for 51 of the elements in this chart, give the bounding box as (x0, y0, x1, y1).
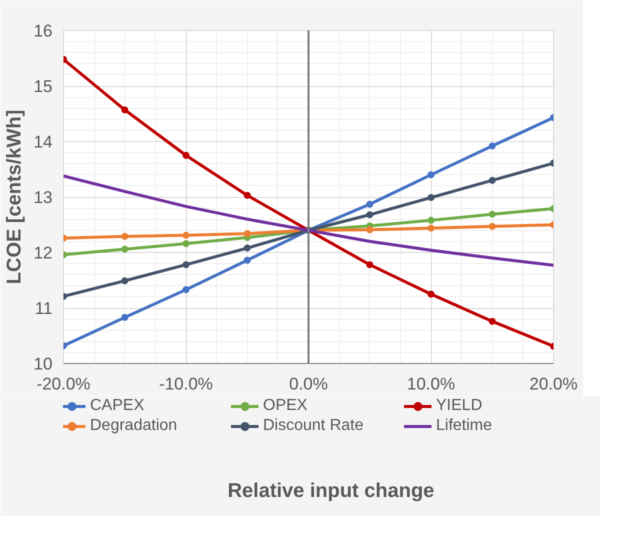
line-series (64, 221, 554, 242)
line-series (64, 160, 554, 300)
point (428, 171, 434, 178)
y-tick-label: 13 (34, 188, 53, 207)
x-tick-label: 20.0% (529, 374, 578, 394)
point (182, 232, 190, 239)
point (244, 192, 251, 199)
x-tick-label: -10.0% (159, 374, 213, 394)
legend-label: YIELD (436, 397, 484, 415)
y-tick-label: 10 (34, 354, 53, 374)
point (244, 244, 251, 252)
y-tick-label: 11 (34, 299, 53, 318)
point (428, 290, 434, 298)
point (488, 210, 496, 218)
point (121, 232, 128, 240)
point (121, 314, 128, 321)
point (488, 222, 496, 230)
point (182, 152, 190, 159)
legend-label: Discount Rate (263, 417, 364, 435)
point (182, 240, 190, 248)
legend-label: OPEX (263, 397, 308, 415)
y-axis-title: LCOE [cents/kWh] (4, 110, 26, 284)
x-tick-label: 0.0% (289, 374, 328, 394)
point (121, 277, 128, 284)
point (182, 261, 190, 268)
y-tick-label: 14 (34, 132, 53, 152)
point (121, 106, 128, 114)
point (121, 246, 128, 253)
legend-label: Degradation (90, 417, 178, 435)
point (428, 216, 434, 224)
point (488, 176, 496, 184)
legend-label: Lifetime (436, 417, 494, 435)
y-tick-label: 16 (34, 22, 53, 40)
x-tick-label: -20.0% (36, 374, 90, 394)
point (366, 200, 374, 208)
point (366, 211, 374, 218)
point (488, 318, 496, 325)
point (488, 142, 496, 150)
point (182, 286, 190, 294)
point (244, 230, 251, 238)
y-tick-label: 15 (34, 77, 53, 96)
line-series (64, 174, 554, 267)
x-tick-label: 10.0% (406, 374, 456, 394)
point (244, 256, 251, 264)
x-axis-title: Relative input change (228, 480, 434, 502)
legend-label: CAPEX (90, 397, 146, 415)
y-tick-label: 12 (34, 244, 53, 262)
point (366, 261, 374, 268)
point (366, 226, 374, 234)
point (428, 224, 434, 232)
point (428, 194, 434, 202)
